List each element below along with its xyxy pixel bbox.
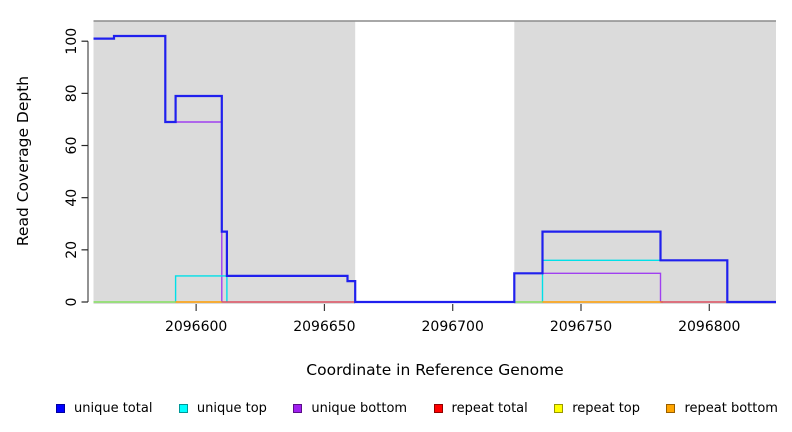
legend-label: unique top	[196, 400, 267, 416]
legend-item-repeat-top: repeat top	[554, 401, 640, 416]
legend-swatch-icon	[666, 403, 676, 413]
x-axis-title: Coordinate in Reference Genome	[306, 361, 563, 379]
legend-label: repeat top	[572, 400, 640, 416]
x-tick-label: 2096750	[550, 319, 612, 335]
legend-label: repeat total	[451, 400, 528, 416]
y-tick-label: 60	[64, 137, 80, 155]
x-tick-label: 2096600	[165, 319, 227, 335]
legend-swatch-icon	[554, 403, 564, 413]
series-lines	[93, 34, 776, 304]
x-tick-label: 2096700	[422, 319, 484, 335]
y-tick-label: 100	[64, 28, 80, 55]
legend-swatch-icon	[293, 403, 303, 413]
legend-item-unique-total: unique total	[56, 401, 152, 416]
legend: unique total unique top unique bottom repea…	[0, 396, 792, 420]
legend-label: unique total	[74, 400, 153, 416]
no-coverage-band	[355, 21, 515, 304]
series-unique-total	[93, 34, 776, 304]
legend-swatch-icon	[56, 403, 65, 413]
legend-label: repeat bottom	[684, 400, 778, 416]
legend-item-repeat-total: repeat total	[433, 400, 528, 416]
series-unique-bottom	[514, 272, 662, 302]
y-axis-title: Read Coverage Depth	[14, 76, 32, 246]
legend-label: unique bottom	[311, 400, 408, 416]
coverage-chart: 2096600 2096650 2096700 2096750 2096800 0 20 4…	[14, 20, 776, 379]
y-axis-ticks: 0 20 40 60 80 100	[64, 28, 88, 307]
x-axis-ticks: 2096600 2096650 2096700 2096750 2096800	[165, 304, 740, 335]
x-tick-label: 2096650	[293, 319, 355, 335]
legend-swatch-icon	[433, 403, 443, 413]
y-tick-label: 40	[64, 189, 80, 207]
x-tick-label: 2096800	[678, 319, 740, 335]
legend-item-repeat-bottom: repeat bottom	[666, 401, 778, 416]
y-tick-label: 0	[64, 298, 80, 307]
legend-item-unique-top: unique top	[178, 400, 267, 416]
y-tick-label: 80	[64, 84, 80, 102]
legend-item-unique-bottom: unique bottom	[293, 401, 407, 416]
y-tick-label: 20	[64, 241, 80, 259]
legend-swatch-icon	[178, 403, 188, 413]
